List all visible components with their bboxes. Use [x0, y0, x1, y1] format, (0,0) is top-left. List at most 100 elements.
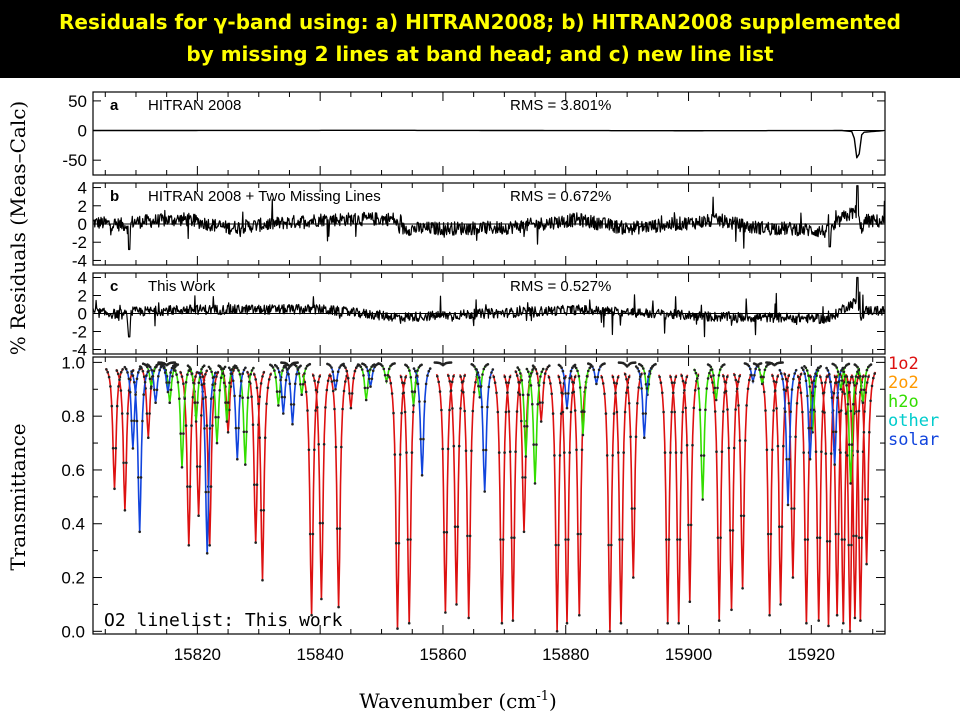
- data-point: [689, 523, 693, 527]
- data-point: [369, 385, 372, 388]
- data-point: [803, 538, 807, 541]
- data-point: [591, 365, 594, 368]
- data-point: [852, 402, 855, 406]
- data-point: [493, 381, 497, 385]
- data-point: [786, 386, 789, 389]
- data-point: [637, 386, 640, 389]
- data-point: [751, 379, 755, 383]
- data-point: [819, 365, 822, 368]
- data-point: [383, 373, 387, 377]
- data-point: [289, 403, 293, 406]
- data-point: [713, 386, 717, 390]
- data-point: [204, 490, 208, 494]
- data-point: [850, 443, 854, 446]
- data-point: [640, 387, 643, 390]
- data-point: [629, 435, 632, 439]
- data-point: [307, 448, 311, 452]
- legend-other: other: [888, 411, 939, 431]
- data-point: [607, 543, 610, 547]
- data-point: [580, 448, 584, 452]
- data-point: [861, 375, 865, 378]
- data-point: [393, 362, 396, 365]
- data-point: [148, 412, 151, 415]
- data-point: [645, 387, 649, 390]
- data-point: [254, 378, 257, 381]
- panel-d-frame: [92, 356, 886, 635]
- data-point: [229, 368, 232, 372]
- absorption-line-h2o: [357, 363, 376, 401]
- data-point: [705, 387, 708, 390]
- data-point: [670, 410, 673, 414]
- data-point: [560, 391, 563, 395]
- data-point: [840, 379, 844, 382]
- data-point: [190, 372, 194, 375]
- data-point: [404, 375, 407, 379]
- data-point: [200, 368, 203, 371]
- data-point: [766, 532, 770, 536]
- data-point: [278, 370, 281, 374]
- data-point: [481, 373, 484, 376]
- data-point: [521, 393, 525, 397]
- data-point: [223, 365, 227, 369]
- data-point: [145, 412, 149, 415]
- data-point: [187, 544, 191, 547]
- data-point: [869, 399, 872, 403]
- data-point: [730, 608, 733, 612]
- y-tick-label: 0: [78, 305, 87, 324]
- data-point: [830, 396, 834, 400]
- data-point: [215, 375, 218, 378]
- data-point: [844, 412, 848, 415]
- data-point: [230, 372, 234, 376]
- data-point: [702, 454, 706, 457]
- data-point: [658, 375, 661, 379]
- data-point: [826, 369, 830, 372]
- data-point: [332, 379, 336, 382]
- data-point: [142, 375, 146, 379]
- data-point: [802, 451, 805, 454]
- data-point: [303, 372, 306, 375]
- data-point: [381, 364, 384, 368]
- data-point: [165, 381, 168, 384]
- data-point: [363, 386, 367, 390]
- data-point: [213, 389, 216, 392]
- data-point: [517, 368, 521, 372]
- data-point: [572, 390, 576, 394]
- data-point: [251, 423, 255, 427]
- data-point: [627, 402, 631, 405]
- data-point: [334, 445, 338, 449]
- data-point: [420, 474, 424, 477]
- data-point: [178, 397, 181, 401]
- data-point: [846, 402, 850, 406]
- data-point: [506, 391, 509, 394]
- data-point: [836, 370, 840, 374]
- data-point: [825, 375, 829, 379]
- data-point: [190, 424, 193, 427]
- data-point: [531, 368, 534, 372]
- data-point: [709, 365, 713, 369]
- data-point: [799, 373, 803, 376]
- data-point: [193, 401, 197, 404]
- data-point: [275, 390, 279, 393]
- data-point: [560, 366, 563, 370]
- data-point: [692, 406, 696, 410]
- data-point: [246, 396, 250, 400]
- data-point: [484, 448, 488, 452]
- data-point: [115, 404, 119, 408]
- data-point: [416, 369, 419, 372]
- data-point: [548, 364, 551, 368]
- data-point: [292, 403, 296, 406]
- data-point: [285, 368, 289, 371]
- data-point: [131, 447, 135, 450]
- data-point: [449, 389, 453, 392]
- data-point: [198, 465, 202, 468]
- data-point: [693, 389, 697, 392]
- data-point: [146, 370, 150, 374]
- data-point: [301, 383, 305, 386]
- data-point: [278, 390, 282, 393]
- data-point: [515, 410, 519, 413]
- panel-c-dataset-label: This Work: [148, 278, 216, 295]
- y-tick-label: 50: [68, 92, 87, 111]
- data-point: [837, 410, 841, 414]
- data-point: [158, 368, 161, 372]
- data-point: [487, 385, 491, 389]
